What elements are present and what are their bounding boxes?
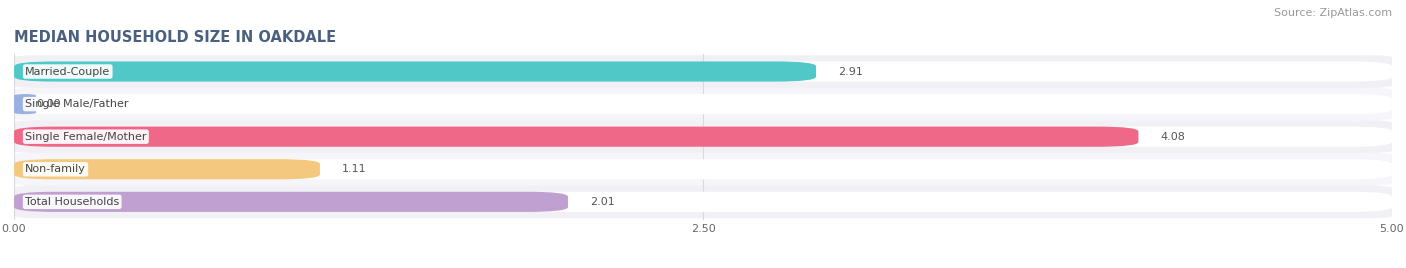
- Text: Source: ZipAtlas.com: Source: ZipAtlas.com: [1274, 8, 1392, 18]
- FancyBboxPatch shape: [14, 153, 1392, 185]
- FancyBboxPatch shape: [14, 94, 1392, 114]
- FancyBboxPatch shape: [14, 88, 1392, 120]
- Text: Single Male/Father: Single Male/Father: [25, 99, 128, 109]
- Text: MEDIAN HOUSEHOLD SIZE IN OAKDALE: MEDIAN HOUSEHOLD SIZE IN OAKDALE: [14, 31, 336, 46]
- FancyBboxPatch shape: [14, 120, 1392, 153]
- FancyBboxPatch shape: [14, 126, 1139, 147]
- FancyBboxPatch shape: [14, 159, 321, 179]
- Text: Single Female/Mother: Single Female/Mother: [25, 132, 146, 142]
- FancyBboxPatch shape: [14, 159, 1392, 179]
- Text: 4.08: 4.08: [1160, 132, 1185, 142]
- Text: Non-family: Non-family: [25, 164, 86, 174]
- FancyBboxPatch shape: [14, 185, 1392, 218]
- Text: 2.91: 2.91: [838, 66, 863, 77]
- FancyBboxPatch shape: [14, 94, 37, 114]
- FancyBboxPatch shape: [14, 126, 1392, 147]
- FancyBboxPatch shape: [14, 61, 815, 82]
- Text: Married-Couple: Married-Couple: [25, 66, 110, 77]
- Text: Total Households: Total Households: [25, 197, 120, 207]
- Text: 2.01: 2.01: [591, 197, 614, 207]
- FancyBboxPatch shape: [14, 55, 1392, 88]
- Text: 0.00: 0.00: [37, 99, 60, 109]
- Text: 1.11: 1.11: [342, 164, 367, 174]
- FancyBboxPatch shape: [14, 192, 1392, 212]
- FancyBboxPatch shape: [14, 61, 1392, 82]
- FancyBboxPatch shape: [14, 192, 568, 212]
